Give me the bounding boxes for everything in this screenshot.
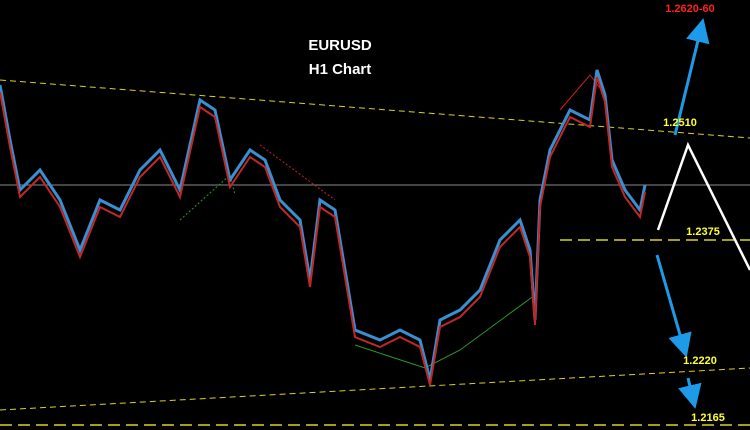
level-label: 1.2220 — [683, 355, 717, 367]
pattern-line — [354, 294, 536, 369]
forecast-arrow — [655, 254, 692, 358]
level-label: 1.2165 — [691, 412, 725, 424]
forecast-arrow — [678, 377, 702, 409]
price-trace — [0, 69, 647, 381]
upper-trend-line — [0, 79, 750, 139]
chart-subtitle: H1 Chart — [309, 61, 372, 78]
level-label: 1.2375 — [686, 226, 720, 238]
price-trace — [0, 76, 646, 386]
pattern-line — [259, 144, 336, 201]
level-label: 1.2620-60 — [665, 3, 715, 15]
pattern-line — [179, 174, 236, 221]
lower-trend-line — [0, 367, 750, 411]
forecast-path — [656, 141, 750, 271]
forecast-arrow — [673, 18, 710, 136]
chart-title: EURUSD — [308, 37, 372, 54]
level-label: 1.2510 — [663, 117, 697, 129]
